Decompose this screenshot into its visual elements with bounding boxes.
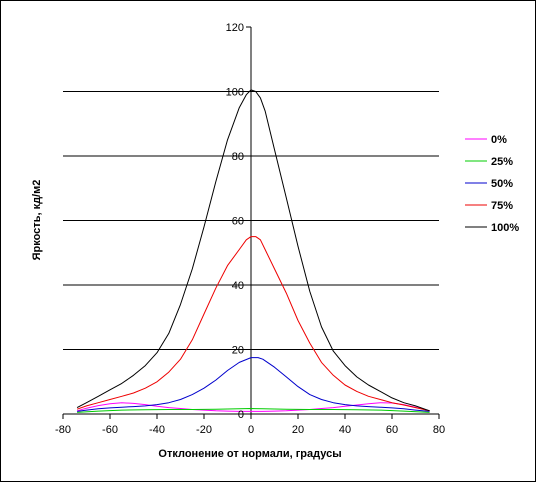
tick-labels: -80 -60 -40 -20 0 20 40 60 80 0 20 40 60 80 100 120: [55, 22, 445, 436]
series-lines: [76, 89, 430, 413]
x-tick-label: 20: [292, 424, 304, 436]
y-tick-label: 0: [238, 409, 244, 421]
y-axis-title: Яркость, кд/м2: [31, 180, 43, 261]
legend: 0% 25% 50% 75% 100%: [465, 134, 519, 234]
y-tick-label: 20: [232, 345, 244, 357]
x-axis-title: Отклонение от нормали, градусы: [158, 448, 341, 460]
legend-label: 0%: [491, 134, 507, 146]
series-line-1: [77, 408, 430, 413]
x-tick-label: -80: [55, 424, 71, 436]
x-tick-label: 60: [386, 424, 398, 436]
legend-label: 75%: [491, 200, 513, 212]
legend-label: 100%: [491, 222, 519, 234]
y-tick-label: 80: [232, 151, 244, 163]
x-tick-label: -60: [102, 424, 118, 436]
y-tick-label: 120: [226, 22, 244, 34]
axes: [62, 26, 440, 419]
x-tick-label: -20: [196, 424, 212, 436]
series-line-4: [76, 89, 430, 412]
x-tick-label: 0: [248, 424, 254, 436]
series-line-3: [76, 236, 430, 412]
series-line-0: [76, 402, 430, 412]
x-tick-label: 80: [433, 424, 445, 436]
legend-label: 50%: [491, 178, 513, 190]
x-tick-label: -40: [149, 424, 165, 436]
legend-label: 25%: [491, 156, 513, 168]
y-tick-label: 40: [232, 280, 244, 292]
y-tick-label: 60: [232, 216, 244, 228]
y-tick-label: 100: [226, 87, 244, 99]
series-line-2: [77, 357, 430, 412]
x-tick-label: 40: [339, 424, 351, 436]
